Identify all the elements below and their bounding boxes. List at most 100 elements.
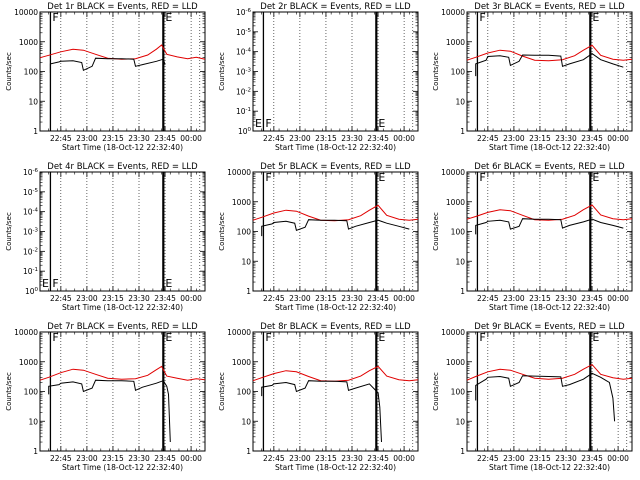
y-tick-label: 10-3: [23, 228, 39, 237]
y-tick-label: 10000: [227, 168, 251, 177]
f-marker-label: F: [52, 11, 58, 24]
y-tick-label: 1: [246, 287, 251, 296]
chart-panel-6: Det 6r BLACK = Events, RED = LLD 1 10 100 10…: [432, 162, 633, 312]
y-axis-label: Counts/sec: [218, 372, 226, 411]
x-tick-label: 00:00: [607, 134, 629, 143]
f-marker-label: F: [52, 331, 58, 344]
x-tick-label: 22:45: [50, 134, 72, 143]
x-tick-label: 23:00: [289, 454, 311, 463]
x-tick-label: 22:45: [263, 294, 285, 303]
y-tick-label: 1: [460, 127, 465, 136]
lld-series-line: [466, 204, 633, 221]
x-axis-label: Start Time (18-Oct-12 22:32:40): [62, 143, 183, 152]
x-tick-label: 23:15: [102, 454, 124, 463]
x-tick-label: 23:45: [367, 294, 389, 303]
chart-title: Det 5r BLACK = Events, RED = LLD: [260, 162, 411, 172]
x-tick-label: 22:45: [477, 294, 499, 303]
x-axis-label: Start Time (18-Oct-12 22:32:40): [489, 303, 610, 312]
e-marker-label: E: [592, 11, 599, 24]
lld-series-line: [39, 365, 206, 381]
y-tick-label: 10-2: [236, 87, 251, 96]
lld-series-line: [252, 204, 419, 222]
x-tick-label: 23:00: [76, 454, 98, 463]
y-tick-label: 10-1: [236, 107, 251, 116]
lld-series-line: [466, 363, 633, 381]
e-marker-label: E: [42, 277, 49, 290]
x-tick-label: 00:00: [607, 454, 629, 463]
plot-frame: [466, 11, 633, 132]
x-tick-label: 23:45: [581, 454, 603, 463]
x-tick-label: 23:15: [315, 134, 337, 143]
x-tick-label: 23:45: [154, 294, 176, 303]
x-tick-label: 23:45: [581, 134, 603, 143]
y-axis-label: Counts/sec: [432, 212, 440, 251]
x-tick-label: 23:45: [154, 134, 176, 143]
chart-title: Det 6r BLACK = Events, RED = LLD: [474, 162, 625, 172]
e-marker-label: E: [165, 277, 172, 290]
x-tick-label: 00:00: [607, 294, 629, 303]
y-tick-label: 100: [451, 228, 466, 237]
plot-frame: [252, 171, 419, 292]
plot-frame: [252, 11, 419, 132]
x-axis-label: Start Time (18-Oct-12 22:32:40): [62, 303, 183, 312]
x-axis-label: Start Time (18-Oct-12 22:32:40): [489, 143, 610, 152]
x-tick-label: 22:45: [477, 134, 499, 143]
y-tick-label: 10000: [441, 8, 465, 17]
y-tick-label: 1: [460, 287, 465, 296]
y-tick-label: 10: [455, 257, 465, 266]
y-tick-label: 10-4: [23, 208, 39, 217]
plot-frame: [39, 11, 206, 132]
y-axis-label: Counts/sec: [432, 52, 440, 91]
y-tick-label: 1: [460, 447, 465, 456]
f-marker-label: F: [479, 331, 485, 344]
y-tick-label: 1000: [446, 38, 465, 47]
chart-title: Det 2r BLACK = Events, RED = LLD: [260, 2, 411, 12]
plot-frame: [39, 171, 206, 292]
e-marker-label: E: [165, 331, 172, 344]
x-tick-label: 23:15: [529, 294, 551, 303]
x-tick-label: 22:45: [263, 454, 285, 463]
y-tick-label: 1000: [232, 358, 251, 367]
x-tick-label: 23:45: [154, 454, 176, 463]
y-tick-label: 10-4: [236, 48, 252, 57]
y-tick-label: 1000: [446, 358, 465, 367]
y-tick-label: 1000: [19, 38, 38, 47]
chart-title: Det 8r BLACK = Events, RED = LLD: [260, 322, 411, 332]
y-tick-label: 10: [455, 417, 465, 426]
x-tick-label: 23:30: [128, 134, 150, 143]
chart-title: Det 3r BLACK = Events, RED = LLD: [474, 2, 625, 12]
y-tick-label: 1: [33, 127, 38, 136]
lld-series-line: [39, 44, 206, 60]
y-tick-label: 10: [28, 417, 38, 426]
y-tick-label: 10-2: [23, 247, 38, 256]
x-tick-label: 23:30: [128, 454, 150, 463]
chart-panel-2: Det 2r BLACK = Events, RED = LLD 100 10-1 1…: [218, 2, 419, 152]
y-tick-label: 10-1: [23, 267, 38, 276]
y-axis-label: Counts/sec: [5, 52, 13, 91]
chart-panel-8: Det 8r BLACK = Events, RED = LLD 1 10 100 10…: [218, 322, 419, 472]
x-tick-label: 23:00: [289, 294, 311, 303]
events-series-line: [261, 380, 382, 443]
chart-panel-7: Det 7r BLACK = Events, RED = LLD 1 10 100 10…: [5, 322, 206, 472]
x-tick-label: 23:45: [581, 294, 603, 303]
plot-frame: [252, 331, 419, 452]
f-marker-label: F: [265, 331, 271, 344]
y-tick-label: 10000: [227, 328, 251, 337]
chart-panel-5: Det 5r BLACK = Events, RED = LLD 1 10 100 10…: [218, 162, 419, 312]
f-marker-label: F: [479, 171, 485, 184]
y-tick-label: 10-6: [236, 8, 252, 17]
y-axis-label: Counts/sec: [218, 212, 226, 251]
events-series-line: [48, 379, 171, 443]
y-tick-label: 10-5: [236, 28, 252, 37]
y-tick-label: 10: [241, 417, 251, 426]
x-tick-label: 00:00: [393, 134, 415, 143]
y-tick-label: 100: [25, 287, 39, 296]
x-tick-label: 23:30: [555, 134, 577, 143]
x-tick-label: 00:00: [180, 454, 202, 463]
y-tick-label: 100: [237, 388, 252, 397]
x-tick-label: 22:45: [477, 454, 499, 463]
x-tick-label: 23:15: [315, 294, 337, 303]
x-tick-label: 23:30: [128, 294, 150, 303]
